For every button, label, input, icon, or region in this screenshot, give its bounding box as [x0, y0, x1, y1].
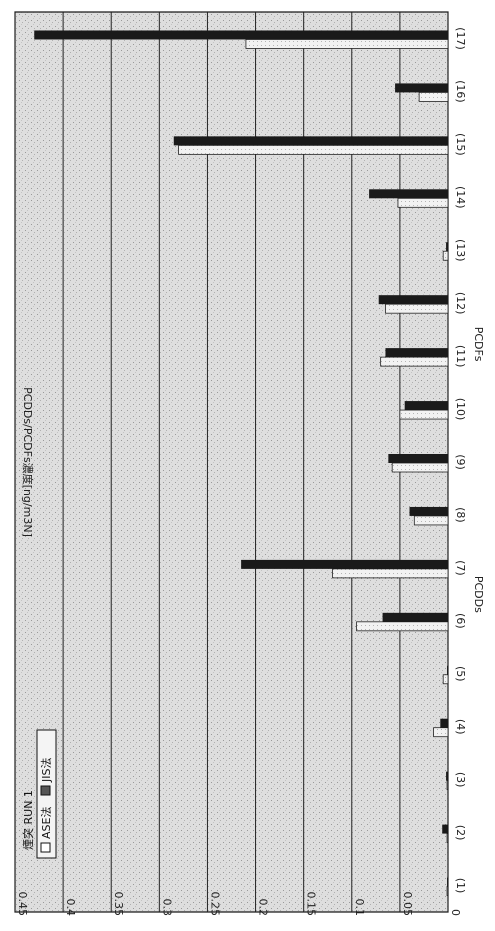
category-label: (14)	[454, 186, 467, 209]
value-tick-label: 0.25	[208, 892, 221, 917]
category-label: (11)	[454, 345, 467, 368]
gridlines	[14, 12, 449, 912]
category-label: (15)	[454, 133, 467, 156]
bar-ase	[356, 621, 449, 632]
bar-ase	[397, 197, 449, 208]
bar-jis	[395, 83, 448, 93]
legend: 煙突 RUN 1 ASE法 JIS法	[21, 729, 57, 859]
bar-jis	[378, 295, 448, 305]
bar-ase	[399, 409, 449, 420]
group-label-pcdfs: PCDFs	[472, 327, 485, 362]
bar-jis	[382, 612, 448, 622]
value-tick-label: 0.2	[257, 899, 270, 917]
bar-jis	[440, 718, 448, 728]
category-labels: (1) (2) (3) (4) (5) (6) (7) (8) (9) (10) (11) (12) (…	[454, 27, 467, 893]
bar-ase	[446, 780, 449, 791]
category-label: (9)	[454, 454, 467, 470]
category-label: (7)	[454, 560, 467, 576]
group-label-pcdds: PCDDs	[472, 576, 485, 613]
category-label: (12)	[454, 292, 467, 315]
category-label: (1)	[454, 878, 467, 894]
bar-jis	[385, 348, 448, 358]
bar-ase	[442, 674, 449, 685]
bar-jis	[388, 454, 448, 463]
bar-ase	[413, 515, 449, 526]
category-label: (10)	[454, 398, 467, 421]
bar-ase	[433, 727, 449, 738]
bar-jis	[442, 824, 448, 834]
bar-jis	[409, 506, 448, 516]
bar-ase	[442, 250, 449, 261]
category-label: (5)	[454, 666, 467, 682]
bar-ase	[418, 92, 449, 102]
bar-ase	[446, 886, 449, 896]
bar-ase	[391, 462, 449, 473]
category-label: (2)	[454, 825, 467, 841]
value-tick-label: 0.1	[353, 899, 366, 917]
value-tick-label: 0.45	[16, 892, 29, 917]
value-tick-label: 0.15	[305, 892, 318, 917]
bar-jis	[447, 665, 448, 675]
category-label: (8)	[454, 507, 467, 523]
value-tick-label: 0.3	[160, 899, 173, 917]
value-tick-label: 0.4	[64, 899, 77, 917]
legend-swatch-ase	[40, 842, 51, 853]
bar-ase	[245, 39, 449, 49]
bar-jis	[446, 242, 448, 252]
plot-area	[14, 11, 449, 913]
chart-title: 煙突 RUN 1	[21, 790, 35, 850]
value-ticks: 0 0.05 0.1 0.15 0.2 0.25 0.3 0.35 0.4 0.45	[16, 892, 462, 917]
value-tick-label: 0.35	[112, 892, 125, 917]
category-label: (3)	[454, 772, 467, 788]
bar-jis	[241, 559, 448, 569]
value-tick-label: 0	[449, 909, 462, 916]
category-label: (6)	[454, 613, 467, 629]
legend-swatch-jis	[40, 785, 51, 796]
legend-label-jis: JIS法	[39, 758, 53, 783]
bar-ase	[385, 303, 449, 314]
value-tick-label: 0.05	[401, 892, 414, 917]
bar-jis	[446, 771, 448, 781]
bar-jis	[447, 877, 448, 887]
bar-jis	[369, 189, 448, 199]
category-label: (4)	[454, 719, 467, 735]
bar-ase	[380, 356, 449, 367]
bar-ase	[178, 144, 449, 155]
category-label: (16)	[454, 80, 467, 103]
category-label: (17)	[454, 27, 467, 50]
bar-ase	[332, 568, 449, 579]
category-label: (13)	[454, 239, 467, 262]
bar-jis	[34, 30, 448, 40]
value-axis-title: PCDDs/PCDFs濃度[ng/m3N]	[21, 387, 35, 537]
bar-jis	[173, 136, 448, 146]
legend-label-ase: ASE法	[39, 807, 53, 839]
bars	[34, 30, 449, 896]
bar-ase	[446, 833, 449, 843]
bar-jis	[404, 401, 448, 411]
